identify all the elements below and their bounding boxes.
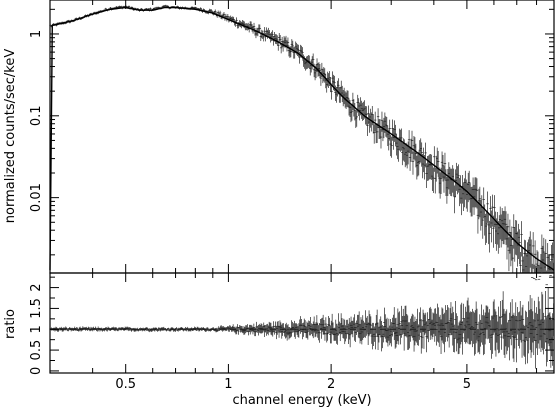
x-tick-label: 2 [327,377,335,392]
ratio-y-ticks: 0 0.5 1 1.5 2 [29,276,554,375]
spectrum-y-tick-label: 0.01 [29,183,44,212]
spectrum-y-tick-label: 0.1 [29,105,44,126]
ratio-y-tick-label: 0.5 [29,340,44,361]
spectrum-data-points [49,4,555,286]
x-tick-label: 0.5 [115,377,136,392]
spectrum-y-ticks: 0.01 0.1 1 [29,8,554,256]
spectrum-y-axis-label: normalized counts/sec/keV [3,49,18,224]
x-axis-label: channel energy (keV) [232,393,371,408]
ratio-y-axis-label: ratio [3,309,18,339]
x-tick-label: 1 [224,377,232,392]
spectrum-y-tick-label: 1 [29,30,44,38]
spectrum-panel: 0.01 0.1 1 normalized counts/sec/keV [3,0,555,286]
ratio-y-tick-label: 1 [29,325,44,333]
ratio-panel: 0 0.5 1 1.5 2 0.5 1 2 5 ratio channel energy (k… [3,0,555,408]
spectrum-model-line [49,6,555,271]
x-ticks: 0.5 1 2 5 [49,0,555,392]
ratio-y-tick-label: 0 [29,367,44,375]
ratio-frame [49,272,555,374]
ratio-y-tick-label: 2 [29,283,44,291]
x-tick-label: 5 [463,377,471,392]
ratio-data-points [49,287,555,369]
ratio-y-tick-label: 1.5 [29,298,44,319]
spectrum-frame [49,0,555,274]
